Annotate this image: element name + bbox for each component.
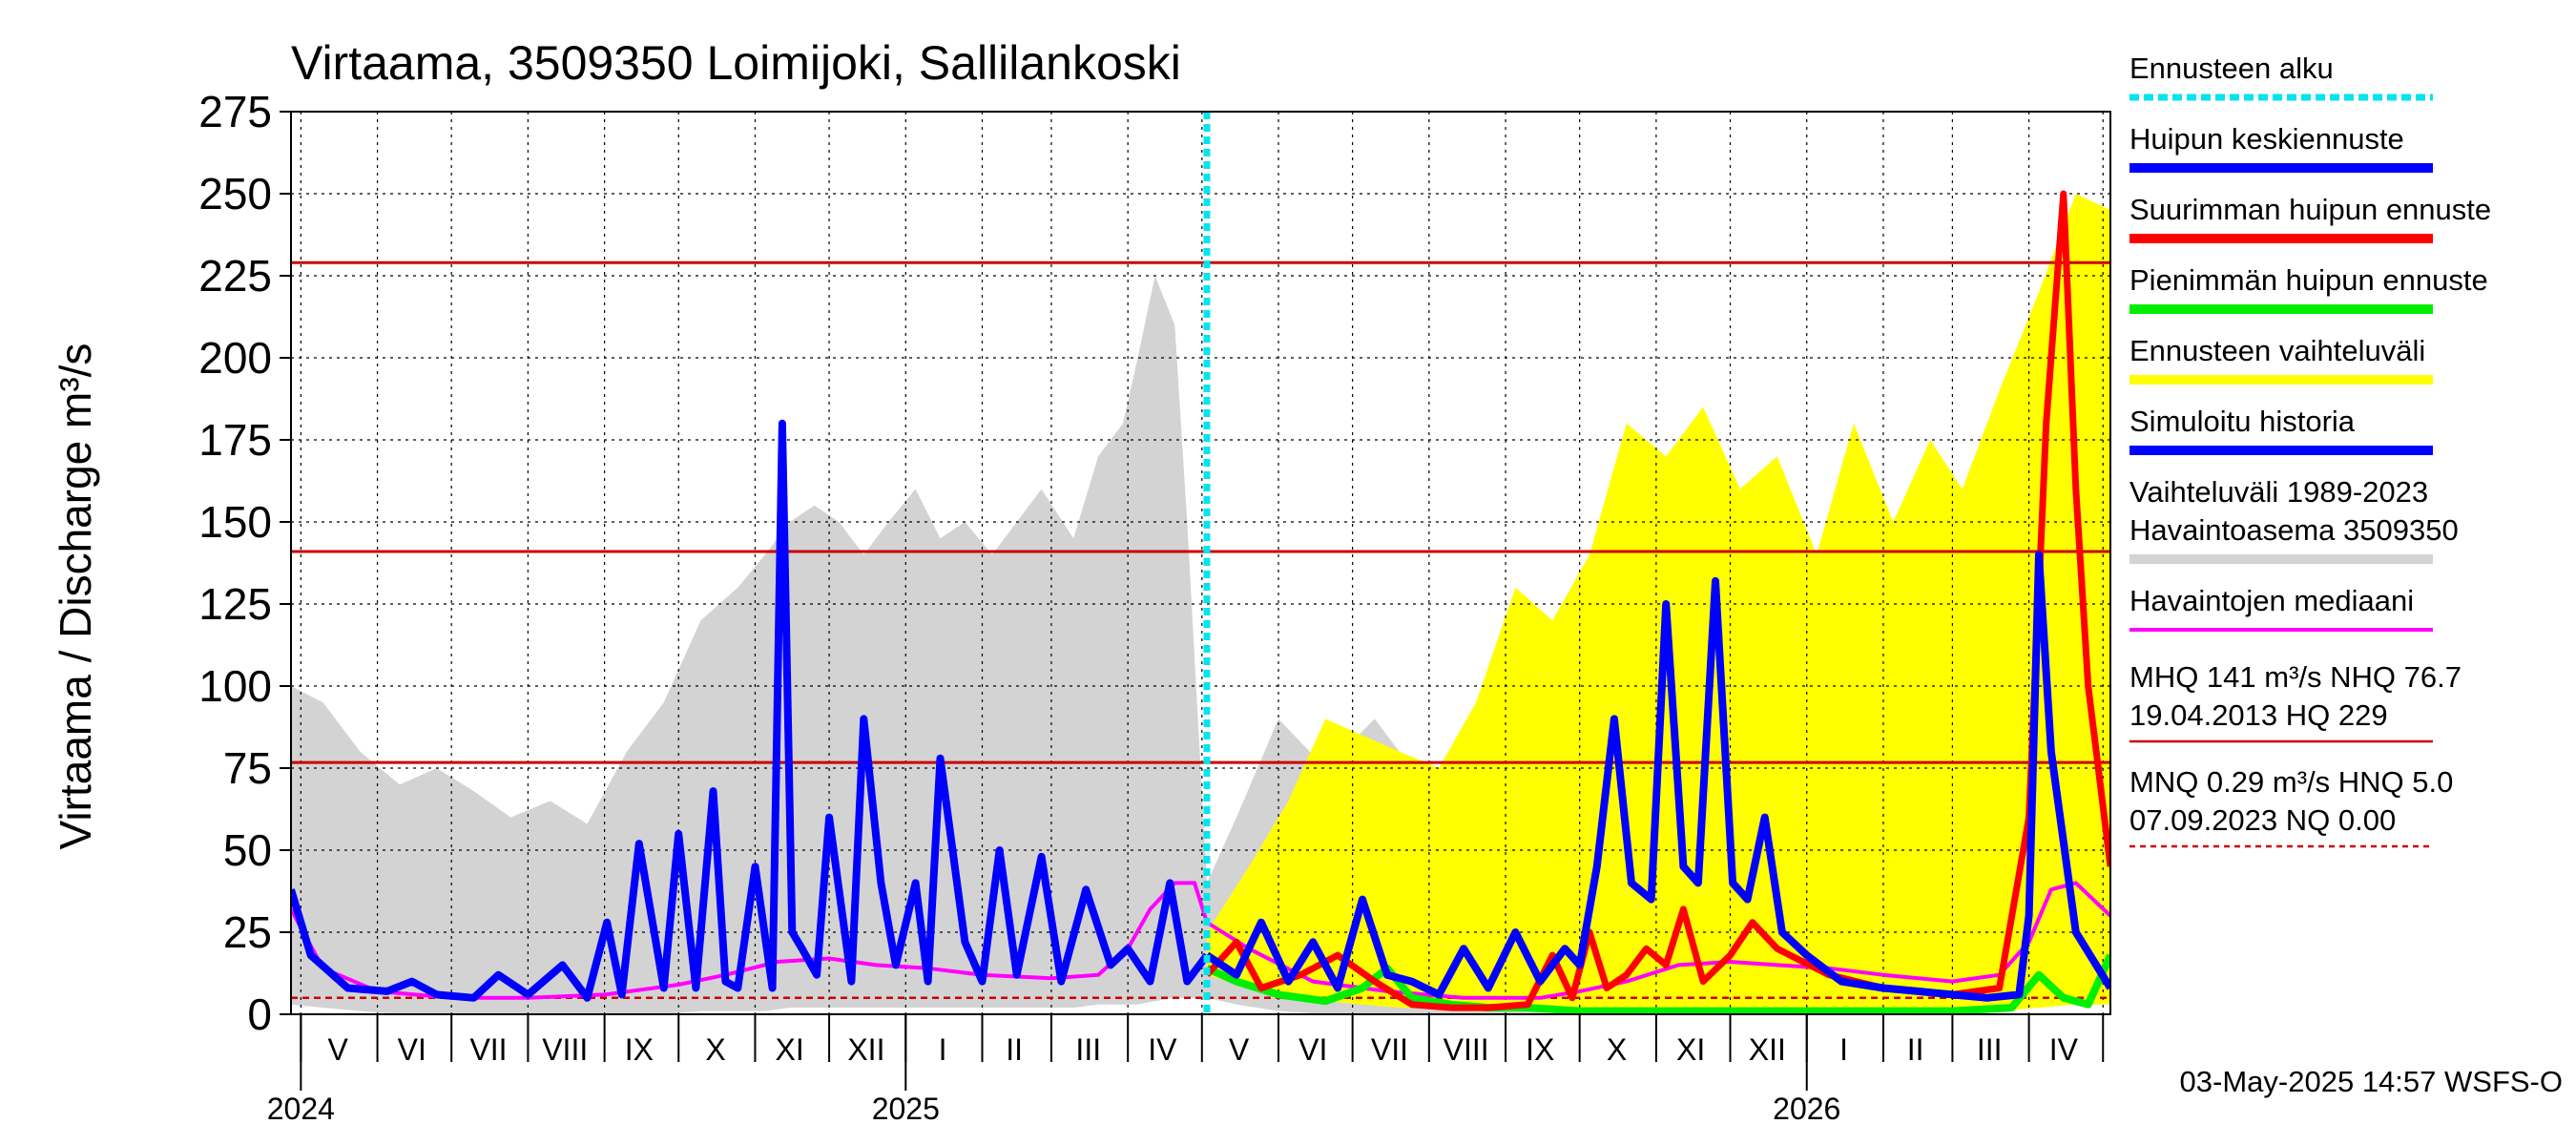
month-label: X xyxy=(705,1032,725,1067)
chart-title: Virtaama, 3509350 Loimijoki, Sallilankos… xyxy=(291,36,1181,90)
month-label: I xyxy=(939,1032,947,1067)
year-label: 2026 xyxy=(1773,1092,1840,1126)
legend-stat-line1: MNQ 0.29 m³/s HNQ 5.0 xyxy=(2129,765,2453,799)
month-label: II xyxy=(1907,1032,1924,1067)
year-label: 2024 xyxy=(267,1092,335,1126)
legend-label: Simuloitu historia xyxy=(2129,405,2356,438)
y-tick-label: 75 xyxy=(223,743,272,793)
legend-label: Ennusteen alku xyxy=(2129,52,2334,85)
legend-label: Vaihteluväli 1989-2023 xyxy=(2129,475,2428,509)
month-label: II xyxy=(1006,1032,1023,1067)
y-tick-label: 225 xyxy=(198,251,272,301)
month-label: VII xyxy=(1371,1032,1408,1067)
month-label: VI xyxy=(1298,1032,1327,1067)
month-label: X xyxy=(1607,1032,1627,1067)
y-tick-label: 275 xyxy=(198,87,272,136)
year-label: 2025 xyxy=(872,1092,940,1126)
min-peak-forecast-line xyxy=(1205,953,2110,1014)
y-tick-label: 250 xyxy=(198,169,272,219)
legend-stat-line2: 19.04.2013 HQ 229 xyxy=(2129,698,2388,732)
month-label: XII xyxy=(1749,1032,1786,1067)
legend-stat-line2: 07.09.2023 NQ 0.00 xyxy=(2129,803,2396,837)
legend-label: Suurimman huipun ennuste xyxy=(2129,193,2491,226)
month-label: XII xyxy=(847,1032,884,1067)
legend-label: Huipun keskiennuste xyxy=(2129,122,2404,156)
month-label: VIII xyxy=(542,1032,588,1067)
month-label: IX xyxy=(1526,1032,1554,1067)
forecast-range-band xyxy=(1207,194,2110,1011)
y-tick-label: 150 xyxy=(198,497,272,547)
y-axis-label: Virtaama / Discharge m³/s xyxy=(51,344,100,850)
month-label: III xyxy=(1977,1032,2003,1067)
y-tick-label: 50 xyxy=(223,825,272,875)
month-label: XI xyxy=(776,1032,804,1067)
plot-frame xyxy=(290,111,2111,1015)
y-tick-label: 125 xyxy=(198,579,272,629)
legend-label: Ennusteen vaihteluväli xyxy=(2129,334,2425,367)
y-tick-label: 175 xyxy=(198,415,272,465)
legend: Ennusteen alku Huipun keskiennuste Suurimm… xyxy=(2129,52,2491,848)
legend-label-2: Havaintoasema 3509350 xyxy=(2129,513,2459,547)
max-peak-forecast-line xyxy=(1204,190,2110,1011)
legend-stat-line1: MHQ 141 m³/s NHQ 76.7 xyxy=(2129,660,2462,694)
y-tick-label: 200 xyxy=(198,333,272,383)
y-tick-label: 0 xyxy=(247,989,272,1039)
y-tick-label: 25 xyxy=(223,907,272,957)
month-label: V xyxy=(1229,1032,1250,1067)
month-label: V xyxy=(327,1032,348,1067)
legend-label: Pienimmän huipun ennuste xyxy=(2129,263,2488,297)
month-label: I xyxy=(1839,1032,1848,1067)
footer-timestamp: 03-May-2025 14:57 WSFS-O xyxy=(2180,1065,2563,1098)
month-label: VI xyxy=(398,1032,426,1067)
legend-label: Havaintojen mediaani xyxy=(2129,584,2414,617)
month-label: IX xyxy=(625,1032,654,1067)
month-label: IV xyxy=(2049,1032,2079,1067)
observed-median-line xyxy=(291,881,2110,1000)
y-tick-label: 100 xyxy=(198,661,272,711)
month-label: IV xyxy=(1148,1032,1177,1067)
month-label: III xyxy=(1075,1032,1101,1067)
month-label: XI xyxy=(1676,1032,1705,1067)
simulated-history-line xyxy=(291,419,1211,1002)
month-label: VII xyxy=(469,1032,507,1067)
month-label: VIII xyxy=(1444,1032,1489,1067)
mean-peak-forecast-line xyxy=(1204,551,2110,1002)
